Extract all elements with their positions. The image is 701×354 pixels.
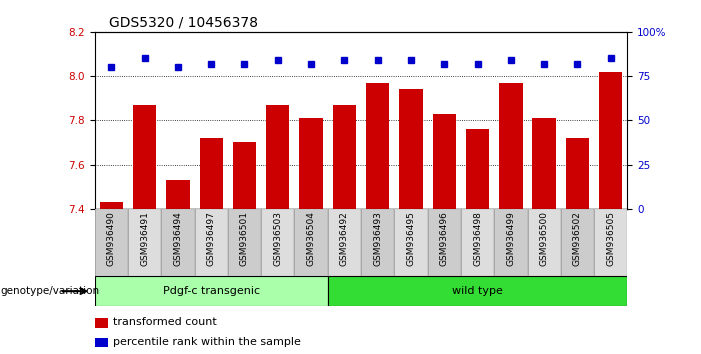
Text: GSM936494: GSM936494	[173, 211, 182, 266]
Text: GSM936493: GSM936493	[373, 211, 382, 266]
Text: wild type: wild type	[452, 286, 503, 296]
Bar	[266, 105, 290, 209]
Text: genotype/variation: genotype/variation	[1, 286, 100, 296]
Bar	[428, 209, 461, 276]
Bar	[466, 129, 489, 209]
Bar	[95, 338, 108, 347]
Text: GSM936496: GSM936496	[440, 211, 449, 266]
Text: GSM936501: GSM936501	[240, 211, 249, 266]
Text: GSM936492: GSM936492	[340, 211, 349, 266]
Bar	[528, 209, 561, 276]
Bar	[327, 209, 361, 276]
Bar	[294, 209, 327, 276]
Bar	[594, 209, 627, 276]
Bar	[195, 209, 228, 276]
Bar	[100, 202, 123, 209]
Bar	[200, 138, 223, 209]
Bar	[599, 72, 622, 209]
Bar	[394, 209, 428, 276]
Bar	[161, 209, 194, 276]
Text: percentile rank within the sample: percentile rank within the sample	[114, 337, 301, 347]
Bar	[327, 276, 627, 306]
Bar	[261, 209, 294, 276]
Text: GSM936505: GSM936505	[606, 211, 615, 266]
Text: GSM936498: GSM936498	[473, 211, 482, 266]
Bar	[228, 209, 261, 276]
Bar	[400, 89, 423, 209]
Bar	[361, 209, 394, 276]
Bar	[499, 83, 522, 209]
Bar	[494, 209, 527, 276]
Bar	[433, 114, 456, 209]
Bar	[95, 318, 108, 328]
Bar	[166, 180, 189, 209]
Text: Pdgf-c transgenic: Pdgf-c transgenic	[163, 286, 260, 296]
Text: GSM936499: GSM936499	[506, 211, 515, 266]
Bar	[533, 118, 556, 209]
Bar	[566, 138, 589, 209]
Text: GSM936504: GSM936504	[306, 211, 315, 266]
Bar	[233, 142, 256, 209]
Bar	[95, 209, 128, 276]
Bar	[366, 83, 389, 209]
Bar	[461, 209, 494, 276]
Bar	[333, 105, 356, 209]
Text: GSM936490: GSM936490	[107, 211, 116, 266]
Text: GSM936495: GSM936495	[407, 211, 416, 266]
Text: GSM936502: GSM936502	[573, 211, 582, 266]
Text: GSM936497: GSM936497	[207, 211, 216, 266]
Text: GSM936491: GSM936491	[140, 211, 149, 266]
Bar	[561, 209, 594, 276]
Text: GSM936503: GSM936503	[273, 211, 283, 266]
Bar	[95, 276, 327, 306]
Text: GSM936500: GSM936500	[540, 211, 549, 266]
Bar	[299, 118, 322, 209]
Text: transformed count: transformed count	[114, 318, 217, 327]
Bar	[128, 209, 161, 276]
Text: GDS5320 / 10456378: GDS5320 / 10456378	[109, 16, 258, 30]
Bar	[133, 105, 156, 209]
